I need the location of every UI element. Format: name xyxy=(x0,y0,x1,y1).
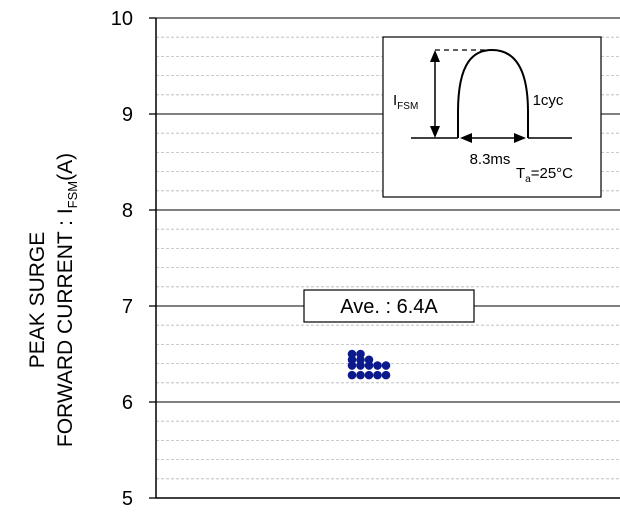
average-label: Ave. : 6.4A xyxy=(340,296,438,318)
y-axis-title-suffix: (A) xyxy=(54,153,77,181)
data-point xyxy=(373,361,382,370)
inset-ta-label: Ta=25°C xyxy=(516,165,573,185)
y-axis-title-line2: FORWARD CURRENT : IFSM(A) xyxy=(54,153,80,447)
data-point xyxy=(364,361,374,370)
y-tick-label: 7 xyxy=(122,296,133,318)
duration-arrow-head-left xyxy=(460,133,472,143)
data-point xyxy=(356,370,365,380)
inset-ifsm-label: IFSM xyxy=(393,92,418,112)
y-axis-title-line1: PEAK SURGE xyxy=(26,232,49,369)
data-point xyxy=(381,370,391,380)
data-point xyxy=(347,370,357,380)
inset-frame xyxy=(382,36,602,198)
y-tick-label: 6 xyxy=(122,392,133,414)
inset-duration-label: 8.3ms xyxy=(470,151,511,168)
waveform-inset: IFSM 1cyc 8.3ms Ta=25°C xyxy=(382,36,602,198)
y-axis-title-subscript: FSM xyxy=(65,181,80,208)
inset-ta-sub: a xyxy=(525,174,531,185)
duration-arrow-head-right xyxy=(514,133,526,143)
inset-ifsm-main: I xyxy=(393,92,397,109)
average-box xyxy=(303,289,475,323)
inset-ta-main: T xyxy=(516,165,525,182)
data-points xyxy=(347,349,391,380)
y-tick-label: 9 xyxy=(122,104,133,126)
inset-cycles-label: 1cyc xyxy=(533,92,564,109)
inset-ta-value: =25°C xyxy=(531,165,573,182)
y-tick-label: 8 xyxy=(122,200,133,222)
data-point xyxy=(364,370,374,380)
data-point xyxy=(356,361,365,370)
ifsm-arrow-head-up xyxy=(430,50,440,62)
inset-ifsm-sub: FSM xyxy=(397,101,418,112)
data-point xyxy=(381,361,391,370)
ifsm-arrow-head-down xyxy=(430,126,440,138)
y-tick-labels: 5 6 7 8 9 10 xyxy=(111,8,133,510)
y-tick-label: 10 xyxy=(111,8,133,30)
y-axis-title-prefix: FORWARD CURRENT : I xyxy=(54,208,77,447)
y-tick-label: 5 xyxy=(122,488,133,510)
average-annotation: Ave. : 6.4A xyxy=(303,289,475,323)
data-point xyxy=(347,361,357,370)
data-point xyxy=(373,370,382,380)
